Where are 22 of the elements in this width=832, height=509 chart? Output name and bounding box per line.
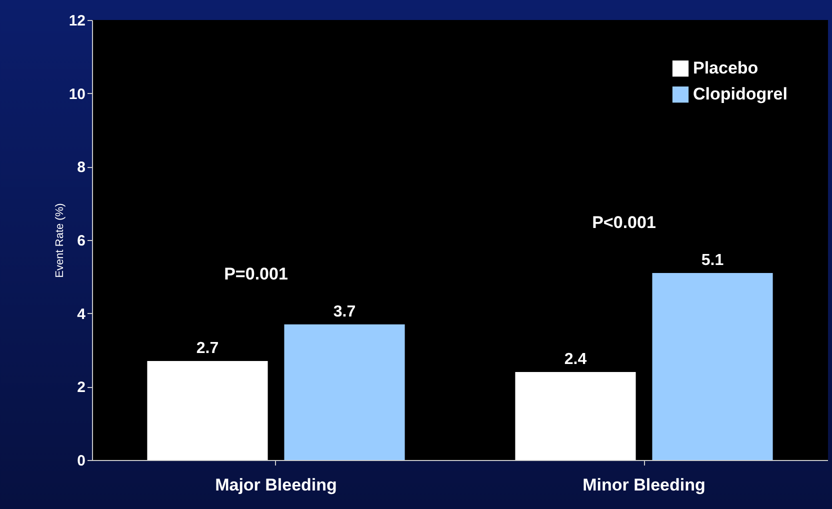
- data-label: 2.4: [564, 351, 587, 368]
- y-tick-label: 12: [68, 12, 86, 30]
- y-tick-label: 2: [77, 379, 86, 396]
- y-tick-label: 6: [77, 232, 86, 250]
- annotation: P<0.001: [592, 213, 656, 232]
- bar: [515, 372, 636, 460]
- data-label: 3.7: [333, 303, 356, 320]
- legend-label: Clopidogrel: [693, 84, 788, 104]
- annotation: P=0.001: [224, 264, 288, 284]
- bar: [652, 273, 773, 460]
- bar: [147, 361, 268, 460]
- x-tick-label: Major Bleeding: [215, 476, 337, 494]
- legend-label: Placebo: [693, 58, 758, 78]
- y-tick-label: 0: [77, 452, 86, 470]
- x-tick-label: Minor Bleeding: [582, 476, 706, 494]
- y-tick-label: 10: [68, 86, 86, 103]
- y-tick-label: 8: [77, 159, 86, 176]
- y-axis-title: Event Rate (%): [54, 203, 66, 278]
- bar: [284, 324, 405, 460]
- data-label: 5.1: [701, 252, 724, 269]
- data-label: 2.7: [196, 340, 219, 357]
- y-tick-label: 4: [77, 306, 86, 323]
